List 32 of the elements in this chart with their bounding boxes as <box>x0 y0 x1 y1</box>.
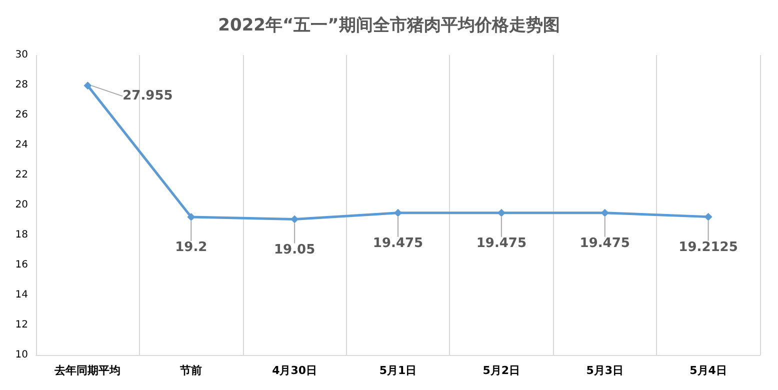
data-label: 27.955 <box>122 88 173 104</box>
x-tick-label: 节前 <box>179 364 202 377</box>
y-tick-label: 18 <box>15 230 28 240</box>
x-tick-label: 4月30日 <box>272 364 318 377</box>
point <box>84 82 92 90</box>
y-tick-label: 20 <box>15 200 28 210</box>
y-tick-label: 16 <box>15 260 28 270</box>
point <box>394 208 402 217</box>
x-tick-label: 5月4日 <box>690 364 727 377</box>
point <box>187 213 196 221</box>
y-tick-label: 30 <box>15 50 28 60</box>
data-label: 19.475 <box>372 236 424 251</box>
point <box>600 208 609 217</box>
x-tick-label: 5月1日 <box>379 364 417 377</box>
data-label: 19.2 <box>175 240 208 255</box>
y-tick-label: 24 <box>15 140 28 150</box>
y-tick-label: 12 <box>15 320 28 330</box>
point <box>704 212 712 221</box>
y-tick-label: 26 <box>15 110 28 120</box>
y-tick-label: 10 <box>15 350 28 360</box>
chart-title: 2022年“五一”期间全市猪肉平均价格走势图 <box>218 16 560 36</box>
data-label: 19.475 <box>580 236 630 251</box>
point <box>290 215 299 224</box>
x-tick-label: 去年同期平均 <box>54 364 121 377</box>
x-tick-label: 5月2日 <box>482 364 520 377</box>
data-label: 19.05 <box>274 242 316 258</box>
y-tick-label: 22 <box>15 170 28 180</box>
y-tick-label: 14 <box>15 290 28 300</box>
x-tick-label: 5月3日 <box>586 364 624 377</box>
data-label: 19.475 <box>476 236 527 251</box>
y-tick-label: 28 <box>15 80 28 90</box>
data-label: 19.2125 <box>678 240 738 255</box>
